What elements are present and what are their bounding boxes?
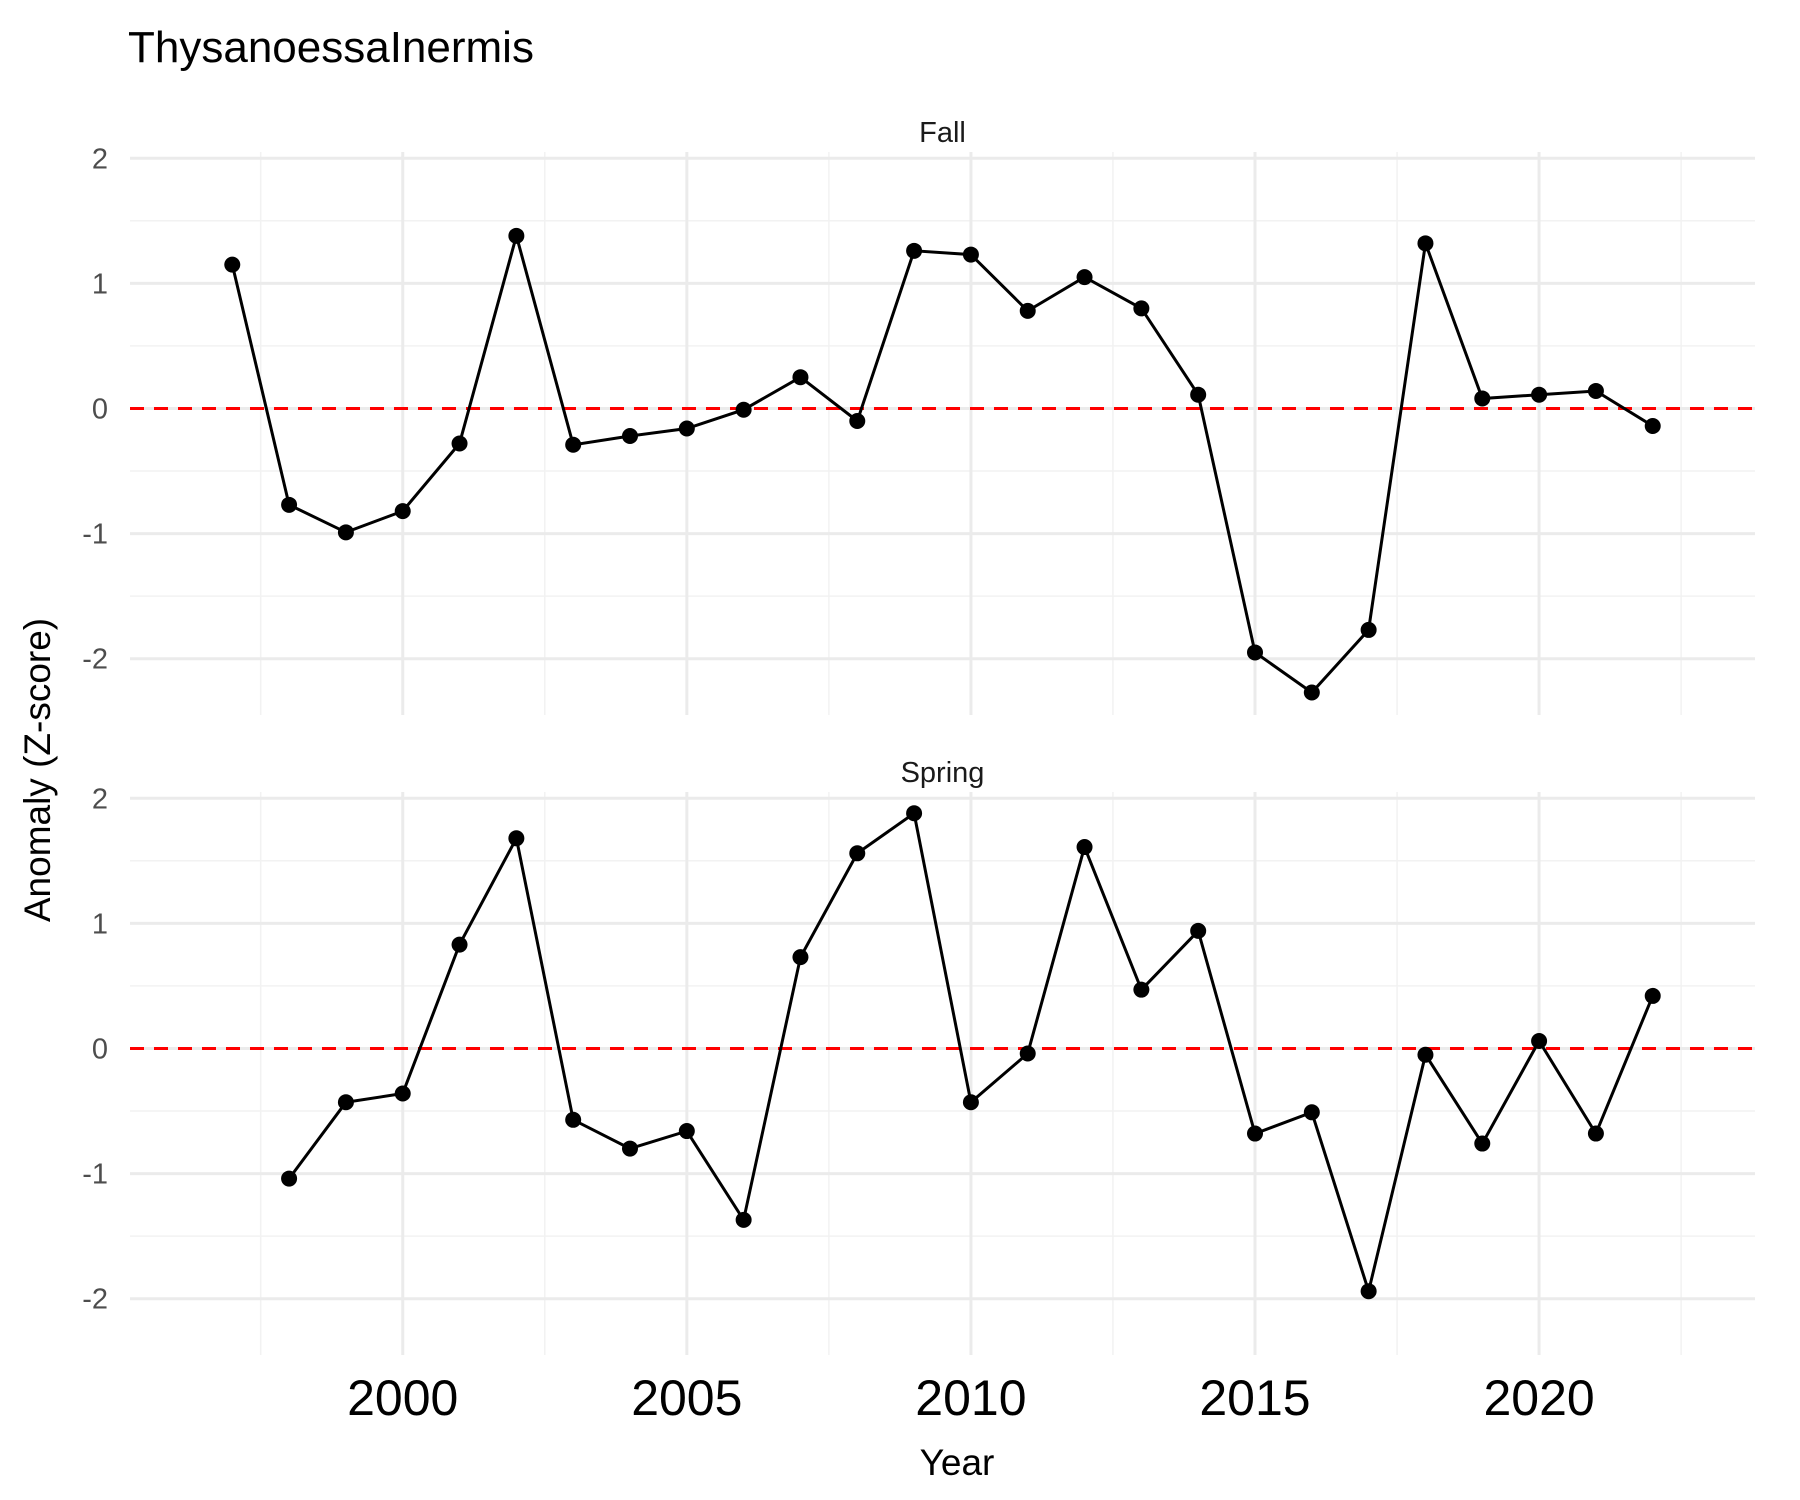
data-point-fall-2017: [1360, 621, 1377, 638]
data-point-spring-2014: [1190, 922, 1207, 939]
data-point-fall-2010: [962, 246, 979, 263]
series-line-fall: [230, 230, 1654, 695]
y-tick-label: -2: [82, 644, 108, 676]
data-point-fall-1998: [281, 496, 298, 513]
facet-label-fall: Fall: [919, 117, 966, 149]
data-point-spring-1998: [281, 1170, 298, 1187]
data-point-spring-2009: [906, 805, 923, 822]
data-point-spring-2000: [394, 1085, 411, 1102]
y-tick-label: 2: [92, 783, 108, 815]
data-point-fall-2001: [451, 435, 468, 452]
data-point-spring-2010: [962, 1094, 979, 1111]
data-point-spring-2019: [1474, 1135, 1491, 1152]
y-tick-label: -1: [82, 519, 108, 551]
data-point-fall-2006: [735, 401, 752, 418]
data-point-spring-2012: [1076, 839, 1093, 856]
data-point-spring-2013: [1133, 981, 1150, 998]
data-point-fall-2007: [792, 369, 809, 386]
data-point-spring-2003: [565, 1111, 582, 1128]
data-point-fall-2012: [1076, 269, 1093, 286]
y-tick-label: 1: [92, 908, 108, 940]
data-point-fall-2021: [1587, 382, 1604, 399]
data-point-spring-2001: [451, 936, 468, 953]
data-point-fall-2008: [849, 412, 866, 429]
data-point-spring-2020: [1531, 1032, 1548, 1049]
x-axis-ticks: 2000 2005 2010 2015 2020: [347, 1370, 1595, 1426]
data-point-spring-2002: [508, 830, 525, 847]
data-point-fall-2004: [622, 428, 638, 445]
panel-spring: -2 -1 0 1 2 Spring: [82, 757, 1755, 1355]
data-point-fall-2000: [394, 503, 411, 520]
y-tick-label: 0: [92, 1033, 108, 1065]
panel-fall: -2 -1 0 1 2 Fall: [82, 117, 1755, 715]
data-point-spring-2016: [1303, 1104, 1320, 1121]
data-point-fall-2005: [678, 420, 695, 437]
y-axis-title: Anomaly (Z-score): [17, 618, 58, 922]
data-point-fall-1999: [337, 524, 354, 541]
data-point-fall-2002: [508, 227, 525, 244]
data-point-fall-1997: [224, 256, 241, 273]
x-tick-label: 2005: [631, 1370, 742, 1426]
x-tick-label: 2000: [347, 1370, 458, 1426]
data-point-spring-2017: [1360, 1283, 1377, 1300]
data-point-spring-2021: [1587, 1125, 1604, 1142]
data-point-fall-2015: [1247, 644, 1263, 661]
data-point-fall-2013: [1133, 300, 1150, 317]
data-point-fall-2022: [1644, 417, 1661, 434]
data-point-fall-2011: [1019, 302, 1036, 319]
data-point-spring-2007: [792, 949, 809, 966]
x-tick-label: 2015: [1199, 1370, 1310, 1426]
data-point-spring-1999: [337, 1094, 354, 1111]
x-axis-title: Year: [920, 1442, 995, 1483]
data-point-spring-2011: [1019, 1045, 1036, 1062]
data-point-fall-2016: [1303, 684, 1320, 701]
x-tick-label: 2020: [1483, 1370, 1594, 1426]
data-point-spring-2006: [735, 1211, 752, 1228]
x-tick-label: 2010: [915, 1370, 1026, 1426]
data-point-spring-2004: [622, 1140, 638, 1157]
data-point-spring-2008: [849, 845, 866, 862]
data-point-fall-2019: [1474, 390, 1491, 407]
panels-layer: -2 -1 0 1 2 Fall -2 -1 0 1 2 Spring 2000 2005 2010 2015…: [82, 117, 1755, 1426]
data-point-fall-2003: [565, 436, 582, 453]
y-tick-label: -1: [82, 1159, 108, 1191]
y-tick-label: -2: [82, 1284, 108, 1316]
chart-title: ThysanoessaInermis: [128, 23, 534, 72]
data-point-fall-2020: [1531, 386, 1548, 403]
data-point-fall-2018: [1417, 235, 1434, 252]
data-point-spring-2018: [1417, 1046, 1434, 1063]
y-tick-label: 2: [92, 143, 108, 175]
y-tick-label: 0: [92, 393, 108, 425]
data-point-fall-2014: [1190, 386, 1207, 403]
facet-label-spring: Spring: [901, 757, 985, 789]
data-point-spring-2015: [1247, 1125, 1263, 1142]
data-point-spring-2022: [1644, 987, 1661, 1004]
data-point-fall-2009: [906, 242, 923, 259]
y-tick-label: 1: [92, 268, 108, 300]
data-point-spring-2005: [678, 1123, 695, 1140]
